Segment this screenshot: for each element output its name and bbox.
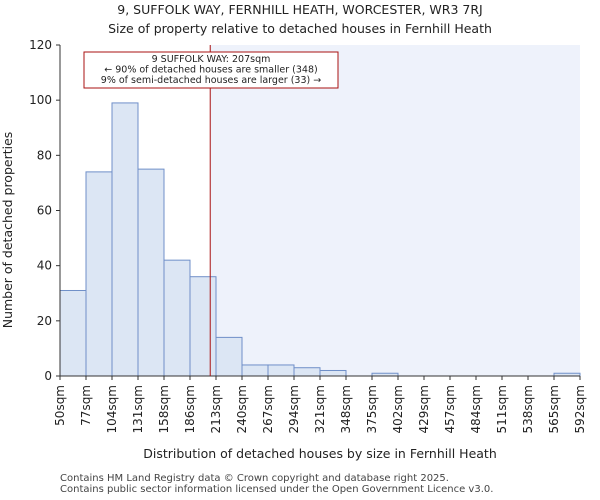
bar bbox=[267, 364, 295, 377]
y-tick-label: 40 bbox=[37, 259, 52, 273]
bar bbox=[241, 364, 269, 377]
x-tick-label: 131sqm bbox=[131, 385, 145, 433]
x-tick-label: 511sqm bbox=[495, 385, 509, 433]
chart-title-line1: 9, SUFFOLK WAY, FERNHILL HEATH, WORCESTE… bbox=[117, 2, 482, 17]
y-tick-label: 100 bbox=[29, 93, 52, 107]
y-tick-label: 120 bbox=[29, 38, 52, 52]
y-tick-label: 80 bbox=[37, 148, 52, 162]
x-tick-label: 267sqm bbox=[261, 385, 275, 433]
x-tick-label: 538sqm bbox=[521, 385, 535, 433]
x-tick-label: 429sqm bbox=[417, 385, 431, 433]
annotation-box bbox=[83, 51, 339, 89]
annotation-line: 9 SUFFOLK WAY: 207sqm bbox=[152, 54, 271, 65]
x-tick-label: 457sqm bbox=[443, 385, 457, 433]
x-tick-label: 50sqm bbox=[53, 385, 67, 426]
x-tick-label: 186sqm bbox=[183, 385, 197, 433]
x-tick-label: 348sqm bbox=[339, 385, 353, 433]
x-tick-label: 592sqm bbox=[573, 385, 587, 433]
x-tick-label: 158sqm bbox=[157, 385, 171, 433]
bar bbox=[293, 367, 321, 377]
footer-line2: Contains public sector information licen… bbox=[60, 484, 494, 495]
x-tick-label: 104sqm bbox=[105, 385, 119, 433]
y-tick-label: 60 bbox=[37, 204, 52, 218]
y-tick-label: 20 bbox=[37, 314, 52, 328]
bar bbox=[215, 336, 243, 377]
y-axis-label: Number of detached properties bbox=[0, 132, 15, 329]
bar bbox=[59, 289, 87, 377]
plot-area: 0 20 40 60 80 100 120 50sqm 77sqm 104sqm 131sqm 158… bbox=[29, 38, 587, 433]
bar bbox=[319, 369, 347, 377]
highlight-region bbox=[210, 45, 580, 376]
x-tick-label: 77sqm bbox=[79, 385, 93, 426]
bar bbox=[189, 276, 217, 377]
x-tick-label: 213sqm bbox=[209, 385, 223, 433]
x-tick-label: 321sqm bbox=[313, 385, 327, 433]
y-tick-label: 0 bbox=[44, 369, 52, 383]
bar bbox=[111, 102, 139, 377]
x-tick-label: 484sqm bbox=[469, 385, 483, 433]
annotation-line: ← 90% of detached houses are smaller (34… bbox=[104, 65, 317, 76]
bar bbox=[85, 171, 113, 377]
x-axis-label: Distribution of detached houses by size … bbox=[143, 446, 497, 461]
x-tick-label: 294sqm bbox=[287, 385, 301, 433]
x-tick-label: 402sqm bbox=[391, 385, 405, 433]
chart-title-line2: Size of property relative to detached ho… bbox=[108, 21, 492, 36]
x-tick-label: 240sqm bbox=[235, 385, 249, 433]
bar bbox=[137, 168, 165, 377]
footer-line1: Contains HM Land Registry data © Crown c… bbox=[60, 473, 449, 484]
x-tick-label: 565sqm bbox=[547, 385, 561, 433]
x-tick-label: 375sqm bbox=[365, 385, 379, 433]
bar bbox=[163, 259, 191, 377]
annotation-line: 9% of semi-detached houses are larger (3… bbox=[101, 75, 321, 86]
